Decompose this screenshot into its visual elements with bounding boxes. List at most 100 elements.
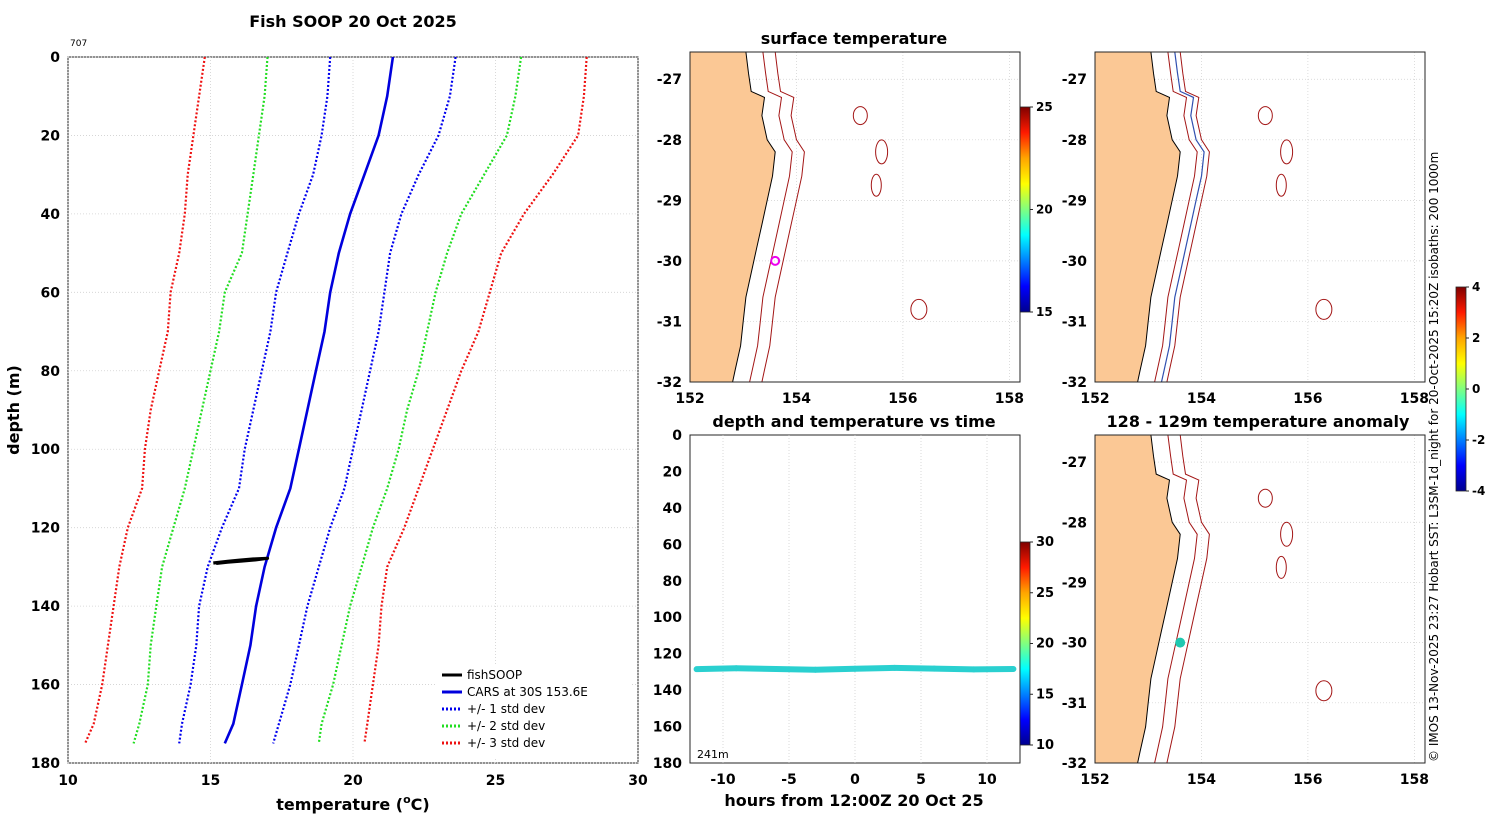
profile-y-tick: 120 xyxy=(31,521,60,537)
map-x-tick: 158 xyxy=(1400,772,1429,788)
profile-title: Fish SOOP 20 Oct 2025 xyxy=(249,12,457,31)
map-x-tick: 156 xyxy=(888,391,917,407)
legend-box xyxy=(436,666,632,757)
time-series-gridlines xyxy=(722,435,988,763)
profile-legend: fishSOOP CARS at 30S 153.6E +/- 1 std de… xyxy=(436,666,632,757)
anomaly-position-marker xyxy=(1175,637,1186,648)
profile-chart: 10 15 20 25 30 0 20 40 60 80 100 120 140 160 180 Fish … xyxy=(4,12,648,814)
seamount-contour xyxy=(910,298,928,320)
time-x-tick: -10 xyxy=(710,772,736,788)
colorbar-tick-label: 0 xyxy=(1472,382,1480,396)
profile-x-tick: 15 xyxy=(201,773,220,789)
map-y-tick: -32 xyxy=(1062,756,1087,772)
map-frame xyxy=(1094,434,1426,764)
colorbar-tick-label: 2 xyxy=(1472,331,1480,345)
colorbar-tick-label: 20 xyxy=(1036,637,1054,652)
fishsoop-position-marker xyxy=(770,255,781,266)
legend-label-cars: CARS at 30S 153.6E xyxy=(467,685,588,699)
time-y-tick: 20 xyxy=(663,464,683,480)
seamount-contour xyxy=(852,106,868,126)
seamount-contour xyxy=(1280,521,1294,547)
map-y-tick: -30 xyxy=(1062,636,1088,652)
time-series-annotation: 241m xyxy=(697,748,729,761)
profile-x-tick: 30 xyxy=(628,773,648,789)
surface-temperature-map: 152 154 156 158 -27 -28 -29 -30 -31 -32 xyxy=(657,51,1024,407)
depth-trace-segment xyxy=(733,665,779,672)
seamount-contour xyxy=(1257,106,1273,126)
time-x-tick: 10 xyxy=(977,772,997,788)
map-y-tick: -29 xyxy=(1062,193,1087,209)
std2-high-line xyxy=(317,56,523,744)
map-x-tick: 152 xyxy=(1080,772,1109,788)
depth-trace-segment xyxy=(852,664,898,672)
map-y-tick: -27 xyxy=(657,72,682,88)
map-y-tick: -27 xyxy=(1062,455,1087,471)
colorbar-tick-label: 15 xyxy=(1036,687,1054,702)
map-frame xyxy=(1094,51,1426,383)
colorbar-gradient xyxy=(1019,106,1031,313)
colorbar-tick-label: 25 xyxy=(1036,100,1053,114)
profile-corner-label: 707 xyxy=(70,39,87,49)
map-x-tick: 156 xyxy=(1293,772,1322,788)
legend-label-std1: +/- 1 std dev xyxy=(467,702,545,716)
time-y-tick: 60 xyxy=(663,537,683,553)
std3-low-line xyxy=(84,56,206,744)
std3-high-line xyxy=(363,56,588,744)
profile-y-tick: 60 xyxy=(41,285,61,301)
profile-y-tick: 100 xyxy=(31,442,60,458)
seamount-contour xyxy=(1280,139,1294,165)
seamount-contour xyxy=(875,139,889,165)
map-x-tick: 152 xyxy=(1080,391,1109,407)
side-caption: © IMOS 13-Nov-2025 23:27 Hobart SST: L3S… xyxy=(1427,152,1441,762)
land-mass xyxy=(1095,435,1181,763)
profile-ylabel: depth (m) xyxy=(4,365,23,455)
colorbar-tick-label: 4 xyxy=(1472,280,1480,294)
seamount-contour xyxy=(1275,555,1287,579)
land-mass xyxy=(1095,52,1181,382)
isobath-200m xyxy=(1154,435,1198,763)
time-y-tick: 100 xyxy=(653,610,682,626)
map-y-tick: -28 xyxy=(1062,133,1087,149)
profile-tick-labels: 10 15 20 25 30 0 20 40 60 80 100 120 140 160 180 xyxy=(31,50,648,789)
time-y-tick: 0 xyxy=(672,428,682,444)
time-series-xlabel: hours from 12:00Z 20 Oct 25 xyxy=(724,791,983,810)
time-series-data xyxy=(693,664,1017,673)
map-content xyxy=(1095,52,1425,382)
legend-label-fishsoop: fishSOOP xyxy=(467,668,522,682)
profile-xlabel: temperature (oC) xyxy=(276,793,429,814)
time-series-title: depth and temperature vs time xyxy=(712,412,995,431)
seamount-contour xyxy=(1257,488,1273,508)
colorbar-gradient xyxy=(1455,286,1467,492)
time-x-tick: 0 xyxy=(850,772,860,788)
isobath-200m xyxy=(749,52,793,382)
map-x-tick: 154 xyxy=(1187,772,1216,788)
map-content xyxy=(690,52,1020,382)
fishsoop-profile-line xyxy=(213,556,270,565)
isobath-1000m xyxy=(1166,52,1210,382)
map-y-tick: -30 xyxy=(1062,254,1088,270)
time-y-tick: 80 xyxy=(663,574,683,590)
map-x-tick: 152 xyxy=(675,391,704,407)
map-y-tick: -32 xyxy=(1062,375,1087,391)
depth-trace-segment xyxy=(931,665,977,673)
surface-map-title: surface temperature xyxy=(761,29,948,48)
map-x-tick: 158 xyxy=(995,391,1024,407)
colorbar-gradient xyxy=(1019,541,1031,746)
profile-y-tick: 140 xyxy=(31,599,60,615)
map-y-tick: -31 xyxy=(657,314,682,330)
map-y-tick: -30 xyxy=(657,254,683,270)
profile-lines xyxy=(84,56,588,744)
std1-high-line xyxy=(272,56,457,744)
profile-x-tick: 10 xyxy=(58,773,78,789)
map-y-tick: -31 xyxy=(1062,696,1087,712)
colorbar-tick-label: -4 xyxy=(1472,484,1485,498)
map-y-tick: -28 xyxy=(1062,515,1087,531)
map-x-tick: 156 xyxy=(1293,391,1322,407)
isobath-1000m xyxy=(761,52,805,382)
land-mass xyxy=(690,52,776,382)
map-x-tick: 154 xyxy=(1187,391,1216,407)
profile-y-tick: 0 xyxy=(50,50,60,66)
map-content xyxy=(1095,435,1425,763)
colorbar-tick-label: 25 xyxy=(1036,586,1054,601)
profile-y-tick: 40 xyxy=(41,207,61,223)
